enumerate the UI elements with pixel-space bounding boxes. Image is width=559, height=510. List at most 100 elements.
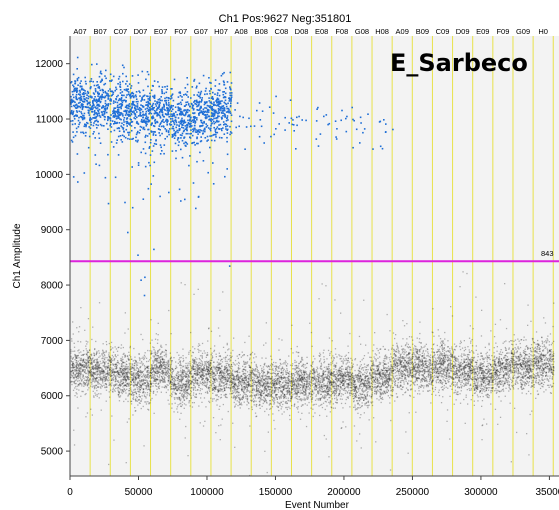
negative-droplet-point [234, 388, 236, 390]
negative-droplet-point [287, 391, 289, 393]
negative-droplet-point [324, 374, 327, 376]
negative-droplet-point [269, 388, 272, 390]
negative-droplet-point [194, 370, 196, 373]
negative-droplet-point [140, 333, 142, 336]
negative-droplet-point [138, 353, 140, 355]
negative-droplet-point [219, 379, 222, 381]
plot-area [70, 36, 559, 476]
negative-droplet-point [158, 376, 160, 379]
negative-droplet-point [273, 401, 275, 403]
negative-droplet-point [134, 407, 136, 409]
negative-droplet-point [76, 369, 78, 371]
negative-droplet-point [139, 402, 141, 404]
negative-droplet-point [208, 364, 210, 367]
negative-droplet-point [118, 373, 120, 376]
negative-droplet-point [95, 368, 97, 370]
negative-droplet-point [292, 380, 294, 382]
negative-droplet-point [78, 389, 80, 391]
negative-droplet-point [199, 372, 201, 374]
negative-droplet-point [146, 392, 149, 394]
negative-droplet-point [323, 349, 325, 351]
negative-droplet-point [250, 391, 253, 393]
negative-droplet-point [72, 357, 74, 360]
negative-droplet-point [256, 370, 258, 372]
negative-droplet-point [301, 381, 303, 383]
negative-droplet-point [215, 366, 217, 368]
negative-droplet-point [219, 367, 221, 369]
negative-droplet-point [326, 399, 329, 401]
negative-droplet-point [239, 367, 241, 370]
negative-droplet-point [95, 364, 97, 366]
negative-droplet-point [164, 371, 166, 374]
negative-droplet-point [219, 371, 222, 373]
negative-droplet-point [217, 364, 219, 366]
negative-droplet-point [305, 366, 308, 369]
negative-droplet-point [138, 395, 140, 397]
negative-droplet-point [74, 395, 76, 397]
negative-droplet-point [101, 367, 103, 369]
negative-droplet-point [288, 377, 290, 379]
negative-droplet-point [264, 450, 266, 452]
negative-droplet-point [211, 380, 214, 383]
negative-droplet-point [179, 389, 181, 392]
negative-droplet-point [268, 385, 270, 387]
negative-droplet-point [297, 365, 300, 367]
negative-droplet-point [301, 381, 303, 383]
negative-droplet-point [190, 383, 192, 385]
negative-droplet-point [171, 392, 173, 395]
negative-droplet-point [198, 349, 200, 352]
negative-droplet-point [219, 385, 221, 387]
negative-droplet-point [234, 396, 236, 398]
negative-droplet-point [217, 389, 219, 391]
negative-droplet-point [285, 387, 287, 389]
negative-droplet-point [82, 376, 84, 378]
negative-droplet-point [172, 387, 175, 389]
negative-droplet-point [170, 356, 172, 358]
negative-droplet-point [303, 375, 306, 377]
negative-droplet-point [258, 390, 260, 392]
negative-droplet-point [111, 378, 113, 380]
negative-droplet-point [284, 381, 286, 383]
negative-droplet-point [158, 367, 160, 369]
negative-droplet-point [302, 385, 304, 387]
negative-droplet-point [216, 394, 218, 396]
negative-droplet-point [126, 375, 128, 378]
negative-droplet-point [135, 363, 138, 365]
negative-droplet-point [78, 384, 80, 387]
negative-droplet-point [142, 391, 144, 393]
negative-droplet-point [271, 358, 273, 361]
negative-droplet-point [305, 386, 307, 388]
negative-droplet-point [105, 365, 108, 368]
negative-droplet-point [244, 383, 246, 385]
negative-droplet-point [234, 378, 236, 380]
negative-droplet-point [187, 389, 189, 391]
negative-droplet-point [112, 391, 114, 393]
negative-droplet-point [152, 382, 154, 384]
negative-droplet-point [181, 372, 184, 375]
negative-droplet-point [135, 378, 137, 380]
negative-droplet-point [96, 352, 98, 354]
negative-droplet-point [217, 367, 219, 369]
negative-droplet-point [187, 368, 189, 370]
negative-droplet-point [101, 372, 103, 374]
negative-droplet-point [75, 379, 78, 381]
negative-droplet-point [131, 374, 133, 377]
negative-droplet-point [236, 377, 238, 379]
negative-droplet-point [201, 361, 203, 363]
negative-droplet-point [72, 333, 74, 335]
negative-droplet-point [245, 378, 248, 380]
negative-droplet-point [303, 387, 305, 389]
negative-droplet-point [184, 383, 187, 386]
negative-droplet-point [142, 380, 144, 382]
negative-droplet-point [161, 371, 163, 373]
negative-droplet-point [184, 365, 187, 367]
negative-droplet-point [84, 383, 86, 385]
negative-droplet-point [183, 370, 185, 372]
negative-droplet-point [175, 365, 177, 367]
negative-droplet-point [135, 369, 137, 371]
negative-droplet-point [313, 403, 315, 406]
negative-droplet-point [111, 415, 113, 417]
negative-droplet-point [287, 372, 289, 374]
negative-droplet-point [235, 376, 237, 378]
negative-droplet-point [226, 384, 228, 386]
